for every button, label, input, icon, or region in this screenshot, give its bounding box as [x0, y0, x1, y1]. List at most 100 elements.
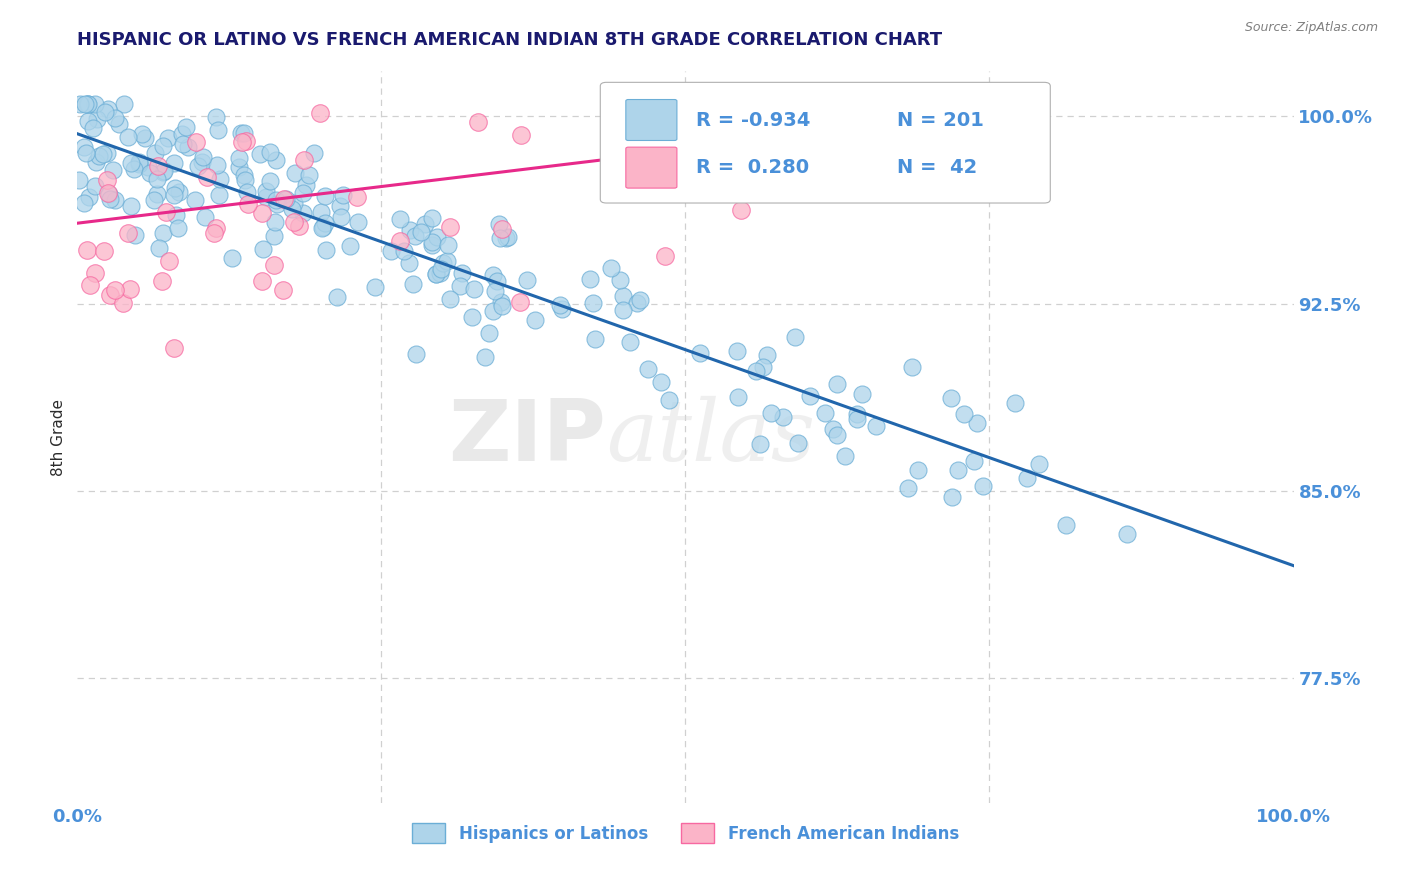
Point	[259, 174, 281, 188]
Point	[98, 186, 121, 201]
Point	[901, 359, 924, 374]
Point	[783, 330, 806, 344]
FancyBboxPatch shape	[626, 147, 676, 188]
Point	[120, 156, 142, 170]
Point	[425, 267, 447, 281]
Point	[612, 289, 634, 303]
Point	[388, 211, 411, 226]
Point	[825, 427, 848, 442]
Point	[96, 173, 118, 187]
Point	[314, 216, 336, 230]
Point	[752, 359, 775, 374]
Point	[84, 178, 107, 193]
Point	[157, 131, 180, 145]
Point	[315, 244, 337, 258]
Point	[628, 293, 651, 307]
Point	[186, 135, 208, 149]
Point	[825, 376, 848, 391]
Point	[347, 215, 370, 229]
Point	[467, 114, 489, 128]
Point	[523, 312, 546, 326]
Point	[163, 341, 186, 355]
Point	[451, 266, 474, 280]
Point	[103, 283, 125, 297]
Point	[489, 231, 512, 245]
Point	[599, 261, 621, 276]
Point	[405, 346, 427, 360]
Point	[233, 168, 256, 182]
Point	[402, 277, 425, 292]
Point	[772, 409, 794, 424]
Point	[846, 412, 869, 426]
Point	[486, 274, 509, 288]
Point	[120, 199, 142, 213]
Point	[249, 147, 271, 161]
Point	[516, 273, 538, 287]
Point	[146, 159, 169, 173]
Point	[823, 422, 845, 436]
Point	[250, 206, 273, 220]
Point	[579, 272, 602, 286]
Point	[972, 479, 994, 493]
Point	[509, 128, 531, 143]
Point	[346, 190, 368, 204]
Point	[174, 120, 197, 135]
Point	[228, 151, 250, 165]
Point	[94, 105, 117, 120]
Point	[482, 268, 505, 282]
Point	[484, 284, 506, 298]
Point	[205, 220, 228, 235]
Point	[463, 282, 485, 296]
Point	[172, 136, 194, 151]
Point	[208, 172, 231, 186]
Point	[128, 155, 150, 169]
Point	[136, 160, 159, 174]
Point	[583, 332, 606, 346]
Point	[117, 226, 139, 240]
Point	[420, 235, 443, 249]
Point	[98, 288, 121, 302]
Point	[82, 120, 104, 135]
Text: R = -0.934: R = -0.934	[696, 111, 811, 129]
Point	[941, 491, 963, 505]
Point	[273, 192, 295, 206]
Point	[274, 192, 297, 206]
Point	[167, 221, 190, 235]
Point	[727, 390, 749, 404]
Point	[329, 211, 352, 225]
Point	[204, 111, 226, 125]
Point	[145, 172, 167, 186]
Point	[79, 277, 101, 292]
Point	[551, 301, 574, 316]
FancyBboxPatch shape	[600, 82, 1050, 203]
Text: ZIP: ZIP	[449, 395, 606, 479]
Point	[946, 463, 969, 477]
Point	[263, 258, 285, 272]
Point	[496, 230, 519, 244]
Point	[283, 215, 305, 229]
Point	[309, 106, 332, 120]
Point	[834, 449, 856, 463]
Point	[152, 226, 174, 240]
Point	[254, 184, 277, 198]
Point	[437, 238, 460, 252]
Point	[97, 102, 120, 116]
Point	[1116, 527, 1139, 541]
Point	[143, 145, 166, 160]
Point	[799, 389, 821, 403]
Point	[143, 193, 166, 207]
Point	[488, 217, 510, 231]
Point	[165, 208, 187, 222]
Point	[332, 187, 354, 202]
Text: N = 201: N = 201	[897, 111, 984, 129]
Point	[963, 454, 986, 468]
Point	[953, 407, 976, 421]
Point	[264, 215, 287, 229]
Point	[73, 195, 96, 210]
Point	[152, 165, 174, 179]
Point	[851, 386, 873, 401]
Point	[76, 96, 98, 111]
Point	[86, 112, 108, 126]
Point	[281, 202, 304, 216]
Point	[67, 172, 90, 186]
